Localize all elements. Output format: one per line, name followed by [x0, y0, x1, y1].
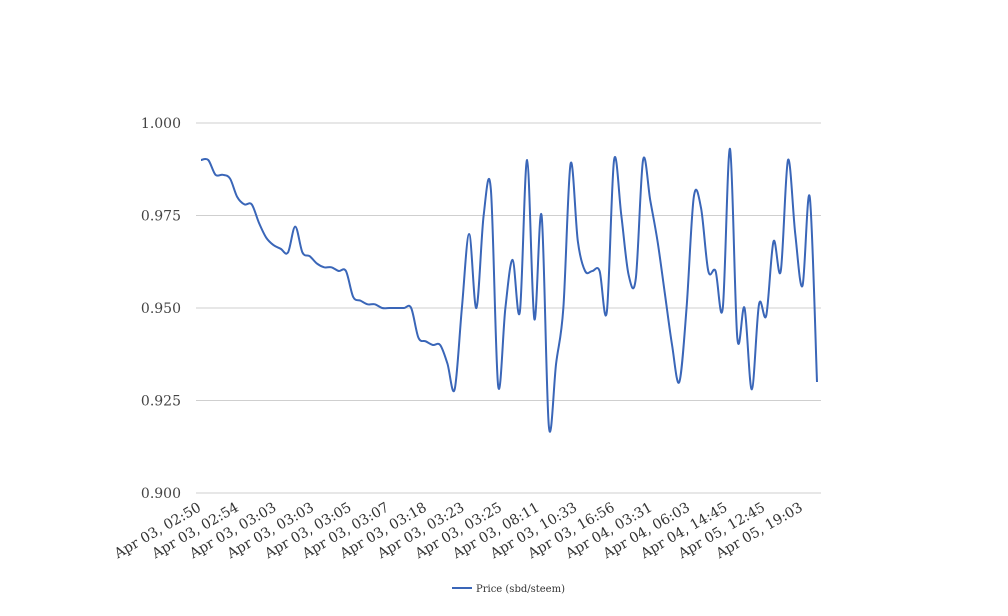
- series-line-price: [200, 147, 818, 433]
- y-tick-label: 0.975: [141, 209, 181, 225]
- y-tick-label: 0.900: [141, 486, 181, 502]
- y-axis-ticks: 0.900 0.925 0.950 0.975 1.000: [141, 116, 181, 502]
- series-layer: [200, 147, 818, 433]
- legend: Price (sbd/steem): [452, 584, 565, 595]
- y-gridlines: [196, 122, 821, 494]
- y-tick-label: 0.925: [141, 394, 181, 410]
- y-tick-label: 1.000: [141, 116, 181, 132]
- legend-label: Price (sbd/steem): [476, 584, 565, 595]
- y-tick-label: 0.950: [141, 301, 181, 317]
